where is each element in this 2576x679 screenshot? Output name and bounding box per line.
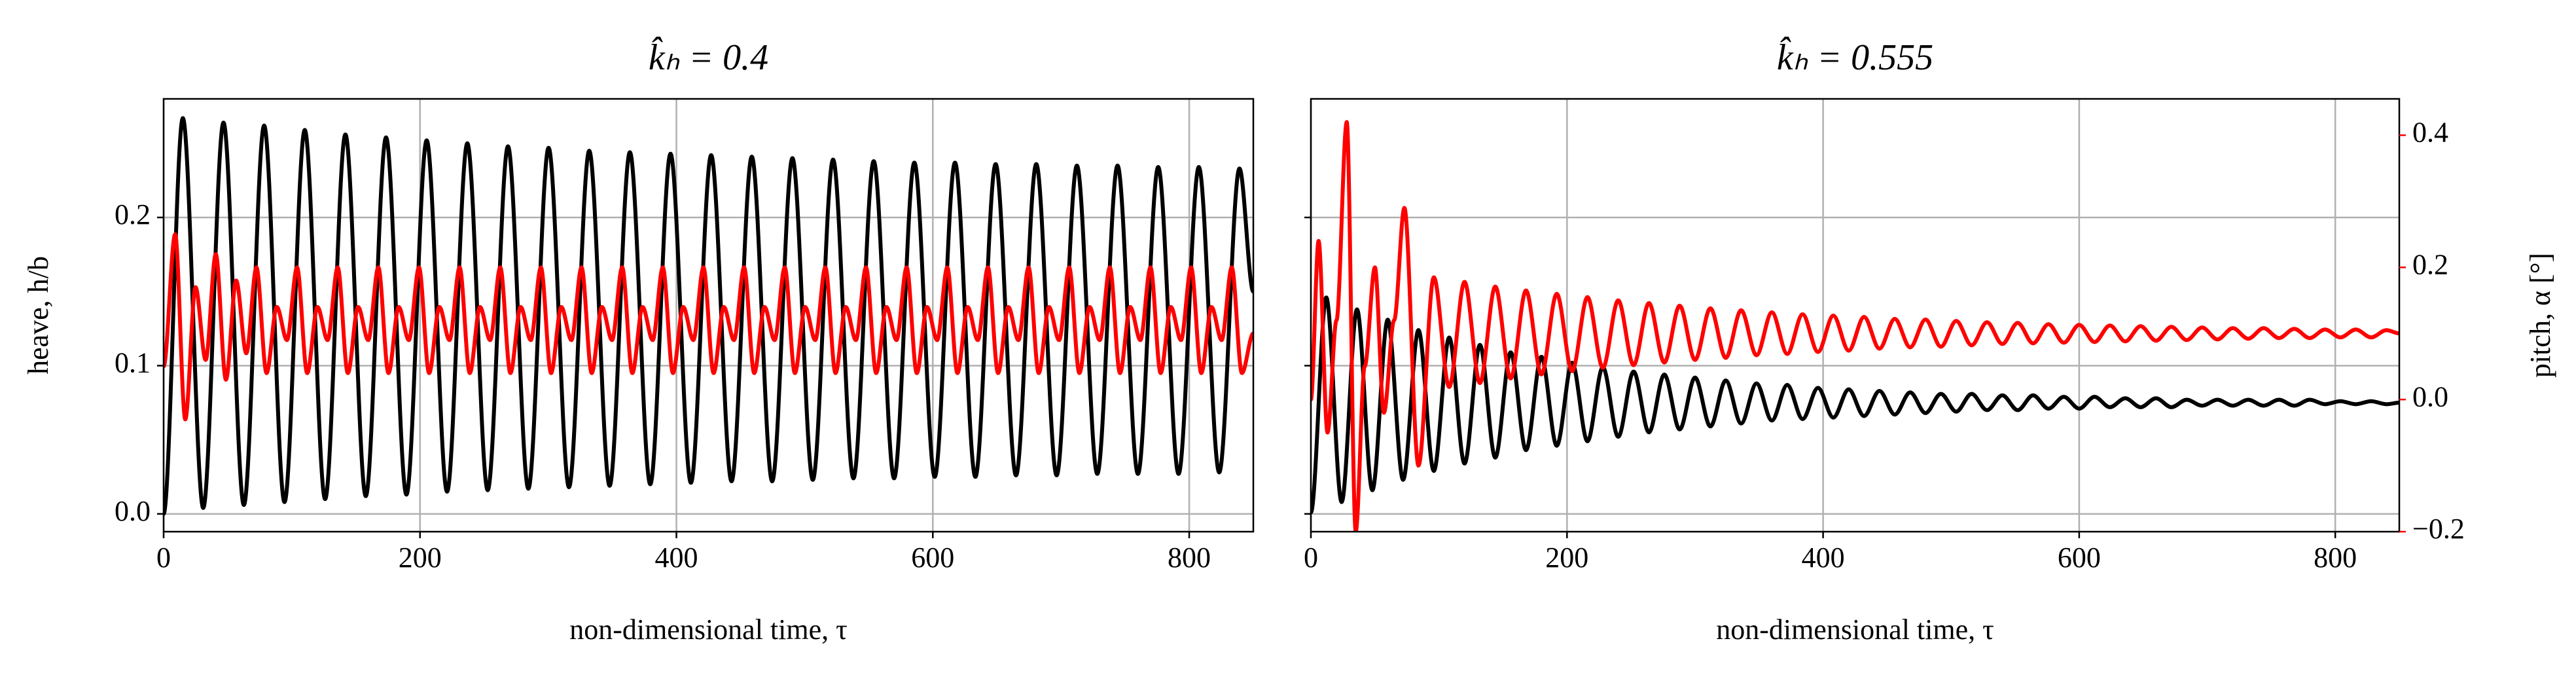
chart-title: k̂ₕ = 0.4 — [649, 36, 768, 78]
series-line — [164, 116, 1253, 516]
y2-axis-label: pitch, α [°] — [2524, 253, 2556, 378]
series-line — [1311, 120, 2399, 532]
x-tick-label: 400 — [655, 541, 698, 574]
x-tick-label: 0 — [156, 541, 171, 574]
x-axis-label: non-dimensional time, τ — [1716, 614, 1994, 646]
y-tick-label: 0.2 — [115, 198, 151, 230]
y-axis-label: heave, h/b — [22, 256, 54, 375]
x-axis-label: non-dimensional time, τ — [569, 614, 848, 646]
x-tick-label: 800 — [2314, 541, 2357, 574]
y2-tick-label: 0.4 — [2412, 117, 2448, 149]
x-tick-label: 400 — [1802, 541, 1845, 574]
axes-frame — [1310, 98, 2401, 533]
y2-tick-label: 0.2 — [2412, 248, 2448, 280]
axes-frame — [162, 98, 1255, 533]
x-tick-label: 200 — [1545, 541, 1588, 574]
x-tick-label: 0 — [1304, 541, 1318, 574]
y-tick-label: 0.0 — [115, 495, 151, 527]
y2-tick-label: −0.2 — [2412, 513, 2465, 545]
series-line — [164, 232, 1253, 422]
x-tick-label: 800 — [1168, 541, 1211, 574]
x-tick-label: 600 — [911, 541, 954, 574]
x-tick-label: 600 — [2058, 541, 2101, 574]
y2-tick-label: 0.0 — [2412, 380, 2448, 413]
y-tick-label: 0.1 — [115, 347, 151, 379]
chart-title: k̂ₕ = 0.555 — [1777, 36, 1933, 78]
x-tick-label: 200 — [399, 541, 442, 574]
